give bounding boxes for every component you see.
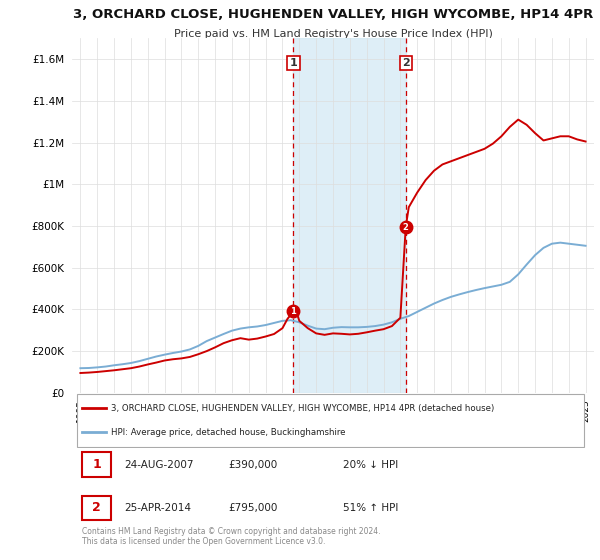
Text: 3, ORCHARD CLOSE, HUGHENDEN VALLEY, HIGH WYCOMBE, HP14 4PR (detached house): 3, ORCHARD CLOSE, HUGHENDEN VALLEY, HIGH… [111, 404, 494, 413]
Text: 24-AUG-2007: 24-AUG-2007 [124, 460, 194, 470]
Text: 25-APR-2014: 25-APR-2014 [124, 503, 191, 513]
Text: 2: 2 [402, 58, 410, 68]
Text: 20% ↓ HPI: 20% ↓ HPI [343, 460, 398, 470]
Text: 1: 1 [290, 58, 298, 68]
Text: Price paid vs. HM Land Registry's House Price Index (HPI): Price paid vs. HM Land Registry's House … [173, 29, 493, 39]
Text: HPI: Average price, detached house, Buckinghamshire: HPI: Average price, detached house, Buck… [111, 428, 346, 437]
Text: Contains HM Land Registry data © Crown copyright and database right 2024.
This d: Contains HM Land Registry data © Crown c… [82, 526, 381, 546]
Text: 2: 2 [92, 501, 101, 515]
FancyBboxPatch shape [82, 496, 111, 520]
Text: 2: 2 [403, 222, 409, 231]
Text: 1: 1 [92, 458, 101, 471]
FancyBboxPatch shape [82, 452, 111, 477]
FancyBboxPatch shape [77, 394, 584, 446]
Text: 51% ↑ HPI: 51% ↑ HPI [343, 503, 399, 513]
Text: 1: 1 [290, 307, 296, 316]
Text: 3, ORCHARD CLOSE, HUGHENDEN VALLEY, HIGH WYCOMBE, HP14 4PR: 3, ORCHARD CLOSE, HUGHENDEN VALLEY, HIGH… [73, 8, 593, 21]
Text: £795,000: £795,000 [229, 503, 278, 513]
Text: £390,000: £390,000 [229, 460, 278, 470]
Bar [293, 38, 406, 393]
